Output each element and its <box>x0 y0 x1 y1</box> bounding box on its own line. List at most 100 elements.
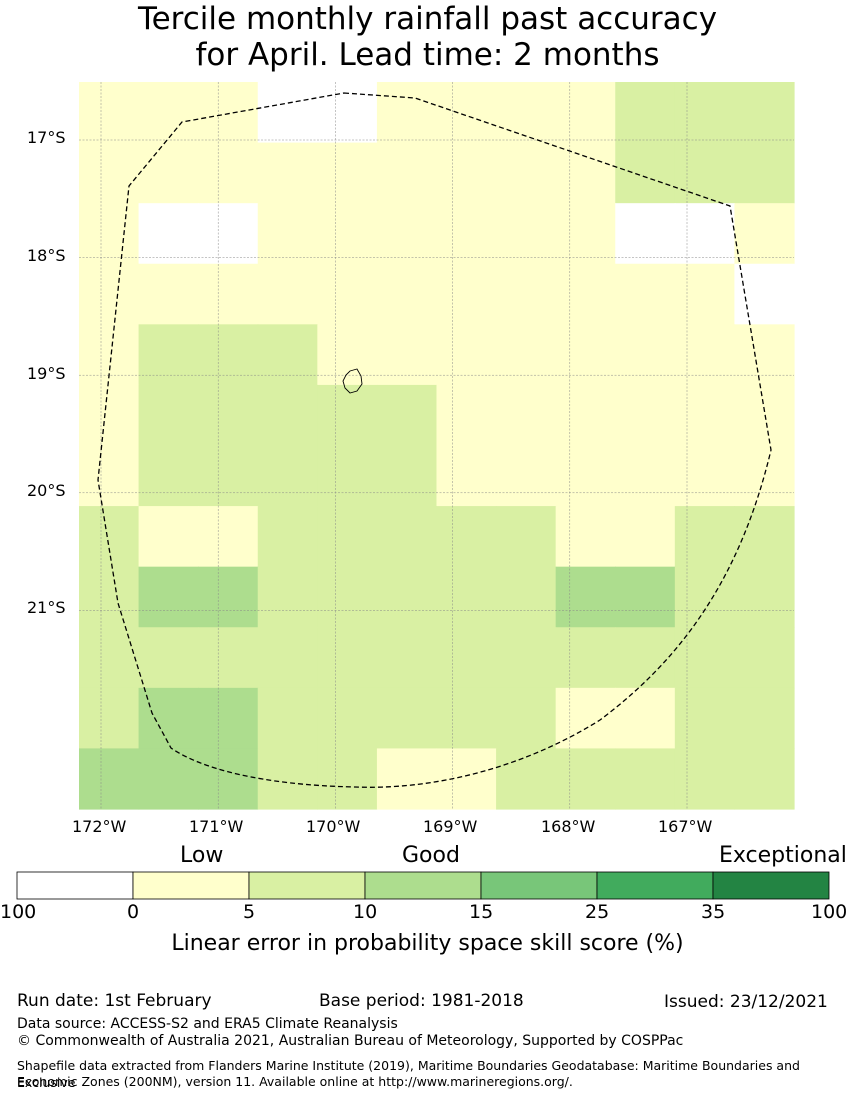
skill-cell <box>257 324 318 386</box>
colorbar-tick-label: 10 <box>353 901 378 923</box>
skill-cell <box>615 384 676 447</box>
skill-cell <box>317 263 378 325</box>
skill-cell <box>674 627 736 689</box>
skill-cell <box>674 142 736 204</box>
skill-cell <box>734 324 795 386</box>
skill-cell <box>198 82 259 144</box>
skill-cell <box>376 142 438 204</box>
skill-cell <box>615 142 676 204</box>
skill-cell <box>138 748 199 810</box>
skill-cell <box>257 384 318 447</box>
skill-cell <box>317 324 378 386</box>
skill-cell <box>734 263 795 325</box>
skill-cell <box>555 142 616 204</box>
skill-cell <box>734 506 795 568</box>
skill-cell <box>198 384 259 447</box>
skill-cell <box>138 384 199 447</box>
skill-cell <box>257 263 318 325</box>
skill-cell <box>376 263 438 325</box>
skill-cell <box>615 445 676 507</box>
skill-cell <box>257 82 318 144</box>
skill-cell <box>198 506 259 568</box>
copyright: © Commonwealth of Australia 2021, Austra… <box>17 1033 684 1049</box>
skill-cell <box>317 384 378 447</box>
skill-cell <box>555 324 616 386</box>
skill-cell <box>615 263 676 325</box>
lon-label-171w: 171°W <box>189 817 244 836</box>
skill-cell <box>734 566 795 628</box>
skill-cell <box>198 445 259 507</box>
skill-cell <box>734 627 795 689</box>
skill-cell <box>734 445 795 507</box>
lon-label-170w: 170°W <box>306 817 361 836</box>
skill-cell <box>496 82 557 144</box>
skill-cell <box>257 445 318 507</box>
skill-cell <box>138 263 199 325</box>
lat-label-17s: 17°S <box>27 128 66 147</box>
skill-cell <box>257 506 318 568</box>
skill-cell <box>79 748 140 810</box>
skill-cell <box>436 263 497 325</box>
colorbar-segment <box>596 871 714 900</box>
skill-cell <box>436 203 497 265</box>
skill-cell <box>138 627 199 689</box>
colorbar-tick-label: 35 <box>701 901 726 923</box>
skill-cell <box>79 82 140 144</box>
skill-cell <box>138 566 199 628</box>
colorbar-tick-label: 25 <box>585 901 610 923</box>
skill-cell <box>79 142 140 204</box>
skill-cell <box>615 687 676 750</box>
skill-cell <box>198 142 259 204</box>
skill-cell <box>198 324 259 386</box>
skill-cell <box>257 687 318 750</box>
lat-label-19s: 19°S <box>27 364 66 383</box>
skill-cell <box>376 203 438 265</box>
skill-cell <box>734 203 795 265</box>
skill-cell <box>198 263 259 325</box>
lon-label-168w: 168°W <box>541 817 596 836</box>
skill-cell <box>198 203 259 265</box>
island-outline <box>342 368 363 394</box>
colorbar-tick-label: 0 <box>127 901 140 923</box>
colorbar-segment <box>16 871 134 900</box>
skill-cell <box>317 82 378 144</box>
skill-cell <box>138 445 199 507</box>
skill-cell <box>496 384 557 447</box>
shapefile-credit-line2: Economic Zones (200NM), version 11. Avai… <box>17 1074 573 1089</box>
shapefile-credit-line1: Shapefile data extracted from Flanders M… <box>17 1058 800 1090</box>
skill-cell <box>674 445 736 507</box>
skill-cell <box>674 566 736 628</box>
skill-cell <box>317 506 378 568</box>
skill-cell <box>436 384 497 447</box>
legend-category-good: Good <box>402 843 460 868</box>
skill-cell <box>555 82 616 144</box>
skill-cell <box>436 142 497 204</box>
skill-cell <box>79 263 140 325</box>
lon-label-172w: 172°W <box>72 817 127 836</box>
skill-cell <box>79 445 140 507</box>
run-date: Run date: 1st February <box>17 991 212 1011</box>
base-period: Base period: 1981-2018 <box>319 991 524 1011</box>
legend-category-exceptional: Exceptional <box>719 843 847 868</box>
skill-cell <box>257 142 318 204</box>
skill-cell <box>674 687 736 750</box>
skill-cell <box>615 82 676 144</box>
skill-cell <box>615 324 676 386</box>
lon-label-167w: 167°W <box>658 817 713 836</box>
skill-cell <box>257 566 318 628</box>
lat-label-20s: 20°S <box>27 481 66 500</box>
skill-cell <box>555 627 616 689</box>
skill-cell <box>376 748 438 810</box>
skill-cell <box>674 384 736 447</box>
skill-cell <box>317 203 378 265</box>
skill-cell <box>317 687 378 750</box>
skill-cell <box>734 142 795 204</box>
lat-label-21s: 21°S <box>27 598 66 617</box>
colorbar-tick-label: 100 <box>0 901 37 923</box>
skill-cell <box>496 445 557 507</box>
skill-cell <box>138 82 199 144</box>
lat-label-18s: 18°S <box>27 246 66 265</box>
skill-cell <box>79 203 140 265</box>
colorbar-segment <box>480 871 598 900</box>
